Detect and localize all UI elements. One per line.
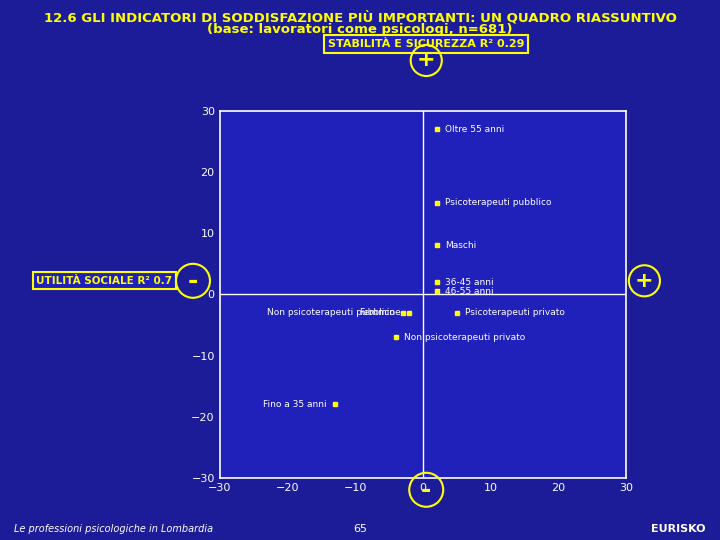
Text: -: - <box>188 269 198 293</box>
Text: Non psicoterapeuti privato: Non psicoterapeuti privato <box>404 333 526 342</box>
Text: STABILITÀ E SICUREZZA R² 0.29: STABILITÀ E SICUREZZA R² 0.29 <box>328 39 524 49</box>
Text: Le professioni psicologiche in Lombardia: Le professioni psicologiche in Lombardia <box>14 523 214 534</box>
Text: Psicoterapeuti privato: Psicoterapeuti privato <box>465 308 565 317</box>
Text: Non psicoterapeuti pubblico: Non psicoterapeuti pubblico <box>266 308 395 317</box>
Text: EURISKO: EURISKO <box>651 523 706 534</box>
Text: Fino a 35 anni: Fino a 35 anni <box>263 400 327 409</box>
Text: Femmine: Femmine <box>359 308 401 317</box>
Text: Maschi: Maschi <box>445 241 476 250</box>
Text: -: - <box>421 478 431 502</box>
Text: (base: lavoratori come psicologi, n=681): (base: lavoratori come psicologi, n=681) <box>207 23 513 36</box>
Text: Psicoterapeuti pubblico: Psicoterapeuti pubblico <box>445 198 552 207</box>
Text: 12.6 GLI INDICATORI DI SODDISFAZIONE PIÙ IMPORTANTI: UN QUADRO RIASSUNTIVO: 12.6 GLI INDICATORI DI SODDISFAZIONE PIÙ… <box>44 11 676 24</box>
Text: 65: 65 <box>353 523 367 534</box>
Text: Oltre 55 anni: Oltre 55 anni <box>445 125 504 133</box>
Text: 36-45 anni: 36-45 anni <box>445 278 493 287</box>
Text: +: + <box>635 271 654 291</box>
Text: 46-55 anni: 46-55 anni <box>445 287 493 296</box>
Text: UTILITÀ SOCIALE R² 0.7: UTILITÀ SOCIALE R² 0.7 <box>36 276 173 286</box>
Text: +: + <box>417 50 436 71</box>
